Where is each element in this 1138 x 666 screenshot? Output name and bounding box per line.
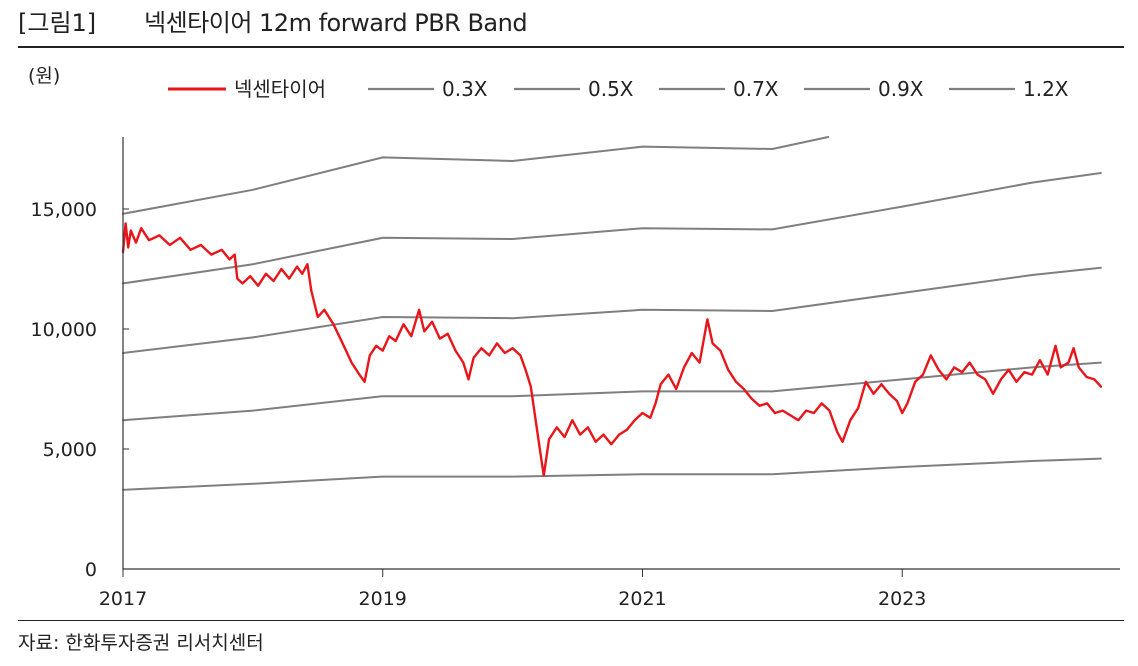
x-tick-label: 2017 [99, 588, 147, 610]
figure-label: [그림1] [18, 9, 97, 37]
y-tick-label: 15,000 [31, 199, 97, 221]
y-tick-label: 0 [85, 559, 97, 581]
y-tick-label: 10,000 [31, 319, 97, 341]
x-tick-label: 2023 [878, 588, 926, 610]
x-tick-label: 2021 [618, 588, 666, 610]
chart-header: [그림1] 넥센타이어 12m forward PBR Band [18, 3, 1124, 39]
band-line-0-3x [122, 457, 1102, 491]
legend-label-1-2x: 1.2X [1023, 77, 1069, 101]
legend-label-0-7x: 0.7X [733, 77, 779, 101]
legend-label-0-9x: 0.9X [878, 77, 924, 101]
legend-label-price: 넥센타이어 [234, 77, 326, 101]
y-axis-unit-label: (원) [28, 65, 61, 87]
footer-divider [18, 620, 1124, 621]
band-line-0-9x [122, 172, 1102, 285]
source-note: 자료: 한화투자증권 리서치센터 [18, 632, 264, 654]
axes: 0 5,000 10,000 15,000 2017 2019 2021 2023 [31, 137, 1120, 610]
x-tick-label: 2019 [359, 588, 407, 610]
legend-label-0-3x: 0.3X [442, 77, 488, 101]
legend-label-0-5x: 0.5X [588, 77, 634, 101]
band-line-1-2x [122, 136, 830, 215]
price-series-line [121, 222, 1103, 477]
price-line-group [121, 222, 1103, 477]
band-line-0-7x [122, 266, 1102, 354]
band-line-0-5x [122, 361, 1102, 422]
y-tick-label: 5,000 [43, 439, 97, 461]
legend: 넥센타이어 0.3X 0.5X 0.7X 0.9X 1.2X [168, 77, 1069, 101]
title-divider [18, 46, 1124, 48]
band-lines [122, 136, 1102, 491]
chart-title: 넥센타이어 12m forward PBR Band [144, 9, 528, 37]
